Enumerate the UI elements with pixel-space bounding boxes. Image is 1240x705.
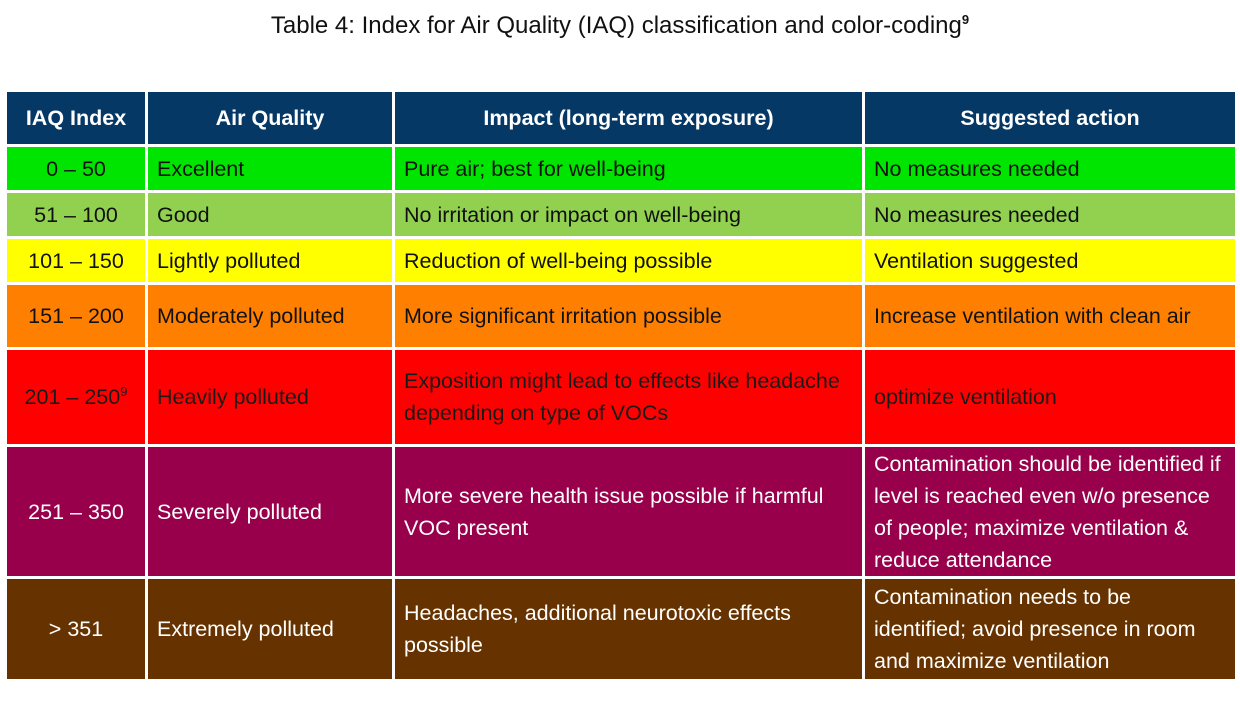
iaq-table: IAQ Index Air Quality Impact (long-term … <box>4 89 1238 682</box>
cell-iaq-index: 101 – 150 <box>4 236 148 285</box>
cell-iaq-index: 201 – 2509 <box>4 347 148 447</box>
header-air-quality: Air Quality <box>145 89 395 147</box>
cell-impact: More significant irritation possible <box>392 282 865 350</box>
cell-iaq-index: > 351 <box>4 576 148 682</box>
header-row: IAQ Index Air Quality Impact (long-term … <box>4 89 1238 147</box>
cell-suggested-action: optimize ventilation <box>862 347 1238 447</box>
cell-iaq-index: 0 – 50 <box>4 144 148 193</box>
cell-air-quality: Moderately polluted <box>145 282 395 350</box>
header-iaq-index: IAQ Index <box>4 89 148 147</box>
header-suggested-action: Suggested action <box>862 89 1238 147</box>
cell-suggested-action: Ventilation suggested <box>862 236 1238 285</box>
caption-footnote: 9 <box>961 12 970 27</box>
cell-impact: Pure air; best for well-being <box>392 144 865 193</box>
cell-suggested-action: Contamination should be identified if le… <box>862 444 1238 579</box>
table-row: > 351 Extremely polluted Headaches, addi… <box>4 576 1238 682</box>
cell-impact: No irritation or impact on well-being <box>392 190 865 239</box>
cell-suggested-action: No measures needed <box>862 144 1238 193</box>
table-row: 0 – 50 Excellent Pure air; best for well… <box>4 144 1238 193</box>
cell-suggested-action: Increase ventilation with clean air <box>862 282 1238 350</box>
table-row: 101 – 150 Lightly polluted Reduction of … <box>4 236 1238 285</box>
table-caption: Table 4: Index for Air Quality (IAQ) cla… <box>0 12 1240 40</box>
cell-air-quality: Excellent <box>145 144 395 193</box>
header-impact: Impact (long-term exposure) <box>392 89 865 147</box>
cell-air-quality: Extremely polluted <box>145 576 395 682</box>
cell-air-quality: Severely polluted <box>145 444 395 579</box>
table-row: 51 – 100 Good No irritation or impact on… <box>4 190 1238 239</box>
table-row: 151 – 200 Moderately polluted More signi… <box>4 282 1238 350</box>
cell-impact: More severe health issue possible if har… <box>392 444 865 579</box>
table-row: 251 – 350 Severely polluted More severe … <box>4 444 1238 579</box>
cell-iaq-index: 51 – 100 <box>4 190 148 239</box>
cell-impact: Exposition might lead to effects like he… <box>392 347 865 447</box>
cell-suggested-action: Contamination needs to be identified; av… <box>862 576 1238 682</box>
cell-air-quality: Good <box>145 190 395 239</box>
cell-suggested-action: No measures needed <box>862 190 1238 239</box>
cell-impact: Headaches, additional neurotoxic effects… <box>392 576 865 682</box>
cell-impact: Reduction of well-being possible <box>392 236 865 285</box>
caption-text: Table 4: Index for Air Quality (IAQ) cla… <box>270 12 962 39</box>
cell-iaq-index: 151 – 200 <box>4 282 148 350</box>
cell-iaq-index: 251 – 350 <box>4 444 148 579</box>
cell-air-quality: Heavily polluted <box>145 347 395 447</box>
cell-air-quality: Lightly polluted <box>145 236 395 285</box>
table-row: 201 – 2509 Heavily polluted Exposition m… <box>4 347 1238 447</box>
